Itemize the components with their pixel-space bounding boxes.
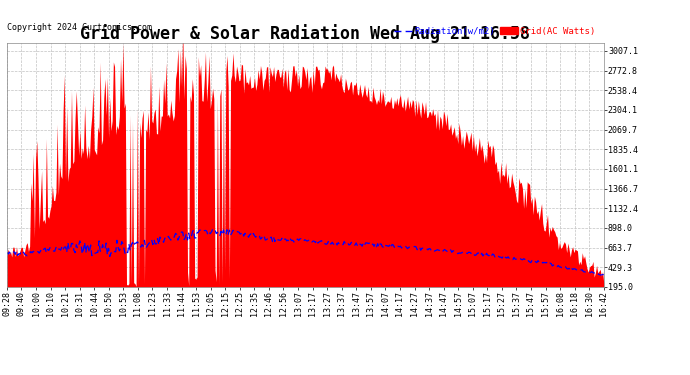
Title: Grid Power & Solar Radiation Wed Aug 21 16:58: Grid Power & Solar Radiation Wed Aug 21 … bbox=[80, 24, 531, 43]
Legend: Radiation(w/m2), Grid(AC Watts): Radiation(w/m2), Grid(AC Watts) bbox=[390, 23, 599, 39]
Text: Copyright 2024 Curtronics.com: Copyright 2024 Curtronics.com bbox=[7, 23, 152, 32]
